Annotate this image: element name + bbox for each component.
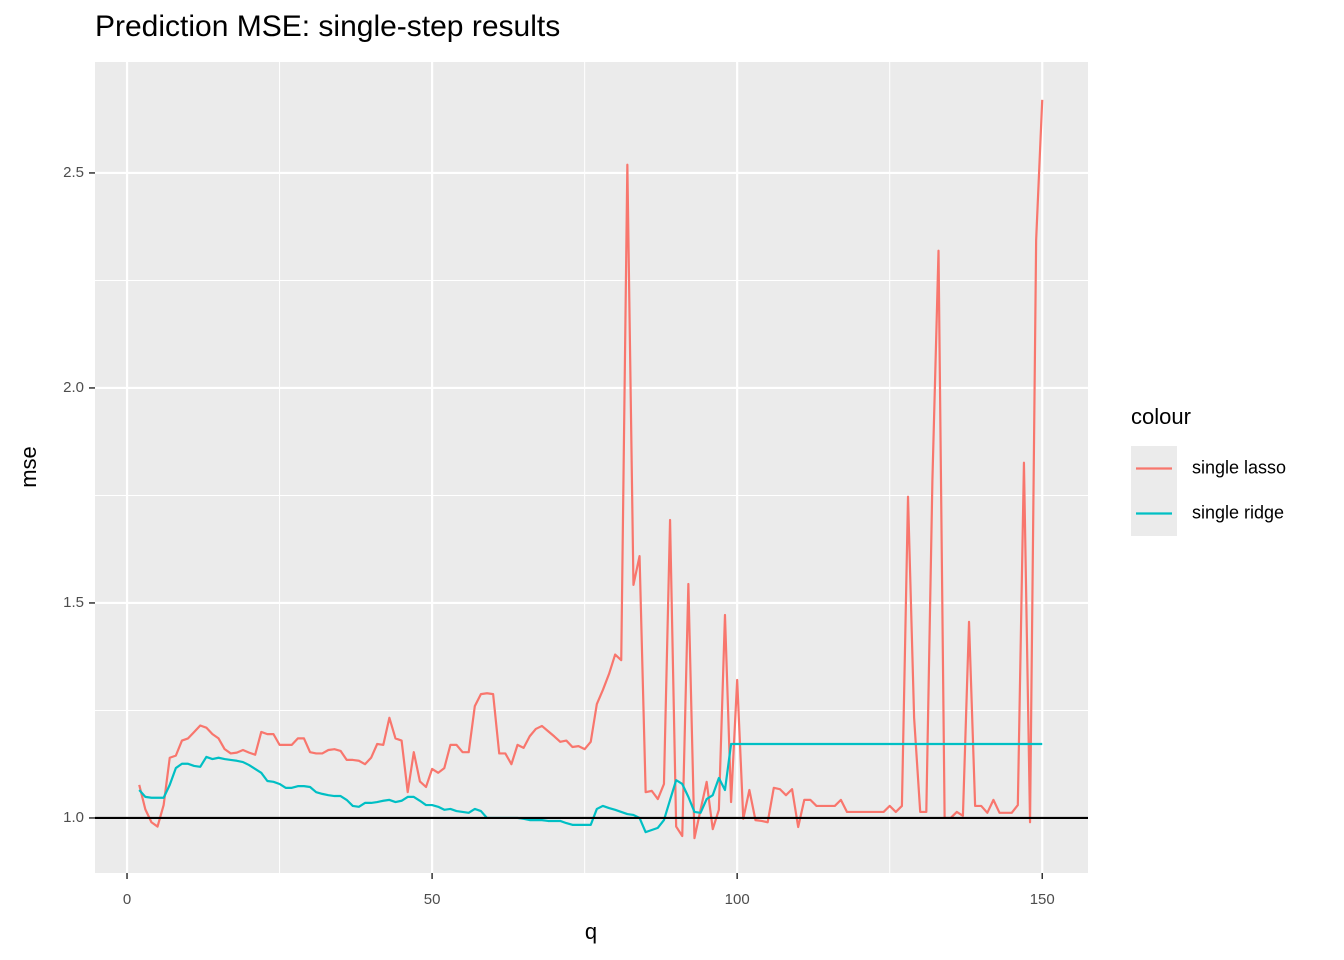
y-tick-label: 2.0 [63,379,84,396]
legend-key-background [1131,446,1177,536]
y-tick-label: 2.5 [63,164,84,181]
x-tick-label: 0 [123,891,131,908]
legend-label: single lasso [1192,457,1286,477]
y-axis-title: mse [16,446,41,488]
x-tick-label: 50 [424,891,441,908]
y-tick-label: 1.5 [63,594,84,611]
series-line [138,99,1044,840]
chart-title: Prediction MSE: single-step results [95,10,560,43]
legend-title: colour [1131,404,1191,429]
series-line [138,742,1043,834]
x-axis-title: q [585,919,597,944]
x-tick-label: 150 [1030,891,1055,908]
y-tick-label: 1.0 [63,809,84,826]
x-tick-label: 100 [725,891,750,908]
legend-label: single ridge [1192,502,1284,522]
legend: colour single lasso single ridge [1131,404,1286,536]
